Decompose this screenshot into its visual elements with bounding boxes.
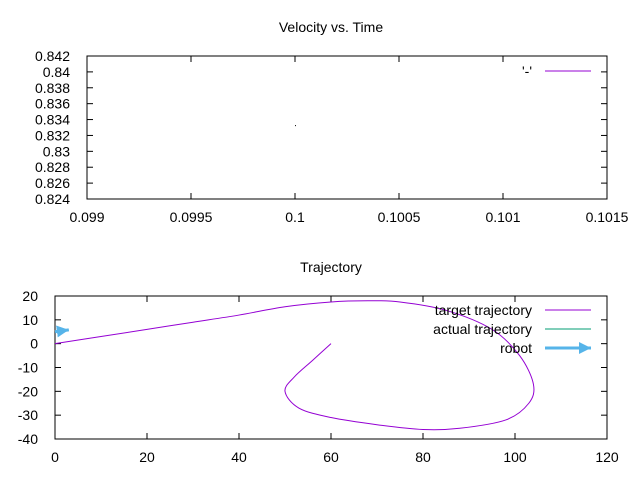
trajectory-x-ticks: 0 20 40 60 80 100 120 bbox=[51, 296, 619, 465]
velocity-legend: '-' bbox=[522, 63, 591, 79]
trajectory-series bbox=[54, 300, 535, 431]
legend-label-target-trajectory: target trajectory bbox=[435, 302, 532, 318]
velocity-plot-frame bbox=[86, 55, 608, 200]
velocity-x-ticks: 0.099 0.0995 0.1 0.1005 0.101 0.1015 bbox=[69, 56, 629, 225]
velocity-y-tick-label: 0.824 bbox=[35, 191, 70, 207]
target-trajectory-line bbox=[54, 300, 535, 431]
velocity-x-tick-label: 0.1 bbox=[285, 209, 305, 225]
velocity-y-tick-label: 0.84 bbox=[43, 64, 70, 80]
velocity-y-tick-label: 0.828 bbox=[35, 159, 70, 175]
trajectory-y-tick-label: -30 bbox=[18, 407, 38, 423]
velocity-chart: Velocity vs. Time 0.099 0.0995 0.1 0.1005 0.… bbox=[35, 19, 629, 225]
trajectory-x-tick-label: 80 bbox=[415, 449, 431, 465]
trajectory-y-ticks: -40 -30 -20 -10 0 10 20 bbox=[18, 288, 607, 447]
velocity-x-tick-label: 0.099 bbox=[69, 209, 104, 225]
velocity-y-tick-label: 0.832 bbox=[35, 127, 70, 143]
velocity-data-point bbox=[295, 125, 296, 127]
trajectory-x-tick-label: 100 bbox=[503, 449, 527, 465]
trajectory-chart-title: Trajectory bbox=[300, 259, 362, 275]
velocity-series bbox=[295, 125, 296, 127]
trajectory-legend: target trajectory actual trajectory robo… bbox=[433, 302, 591, 356]
velocity-y-tick-label: 0.836 bbox=[35, 96, 70, 112]
velocity-y-tick-label: 0.842 bbox=[35, 48, 70, 64]
velocity-x-tick-label: 0.1015 bbox=[586, 209, 629, 225]
robot-arrow bbox=[54, 325, 70, 338]
velocity-y-tick-label: 0.834 bbox=[35, 112, 70, 128]
trajectory-y-tick-label: -20 bbox=[18, 383, 38, 399]
velocity-y-tick-label: 0.838 bbox=[35, 80, 70, 96]
trajectory-chart: Trajectory 0 20 40 60 80 100 120 -40-30-20-100… bbox=[18, 259, 619, 465]
trajectory-x-tick-label: 40 bbox=[231, 449, 247, 465]
trajectory-x-tick-label: 0 bbox=[51, 449, 59, 465]
velocity-legend-label: '-' bbox=[522, 63, 532, 79]
trajectory-y-tick-label: -40 bbox=[18, 431, 38, 447]
trajectory-y-tick-label: -10 bbox=[18, 360, 38, 376]
trajectory-y-tick-label: 0 bbox=[30, 336, 38, 352]
trajectory-x-tick-label: 20 bbox=[139, 449, 155, 465]
velocity-chart-title: Velocity vs. Time bbox=[279, 19, 383, 35]
trajectory-x-tick-label: 60 bbox=[323, 449, 339, 465]
trajectory-x-tick-label: 120 bbox=[595, 449, 619, 465]
legend-label-robot: robot bbox=[500, 340, 532, 356]
velocity-y-ticks: 0.8240.8260.8280.830.8320.8340.8360.8380… bbox=[35, 48, 607, 207]
velocity-y-tick-label: 0.83 bbox=[43, 143, 70, 159]
velocity-x-tick-label: 0.1005 bbox=[378, 209, 421, 225]
velocity-y-tick-label: 0.826 bbox=[35, 175, 70, 191]
velocity-x-tick-label: 0.0995 bbox=[170, 209, 213, 225]
trajectory-y-tick-label: 20 bbox=[22, 288, 38, 304]
trajectory-y-tick-label: 10 bbox=[22, 312, 38, 328]
legend-label-actual-trajectory: actual trajectory bbox=[433, 321, 532, 337]
velocity-x-tick-label: 0.101 bbox=[485, 209, 520, 225]
